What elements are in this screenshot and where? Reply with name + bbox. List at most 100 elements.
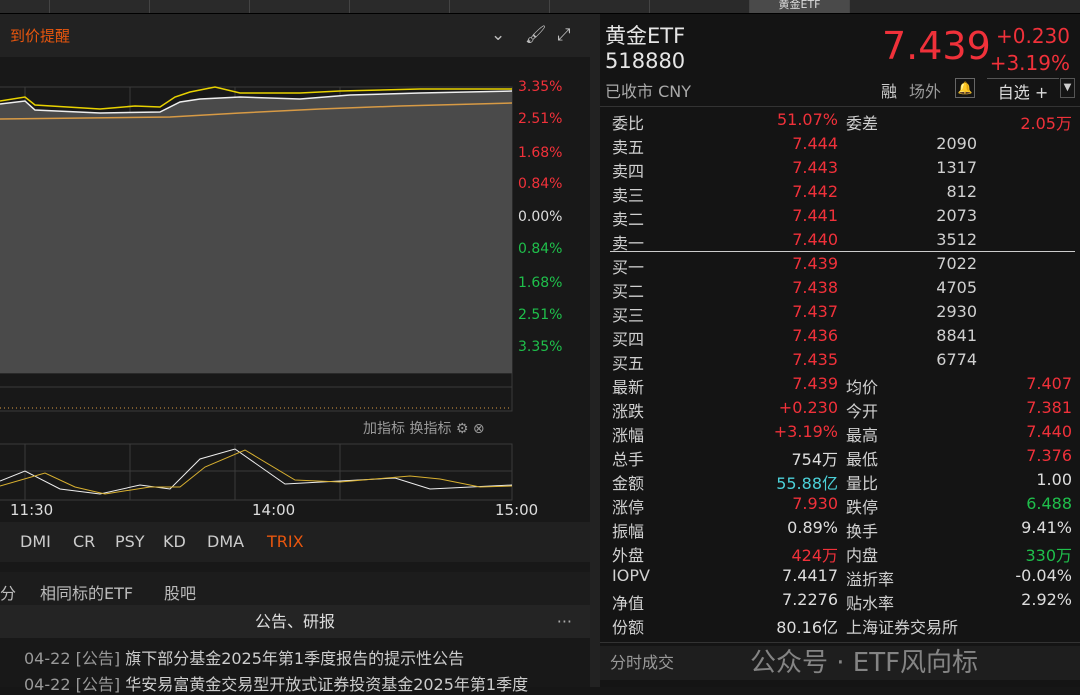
- stat-value: 80.16亿: [776, 618, 838, 637]
- stat-value: +0.230: [778, 398, 838, 417]
- stat-label: IOPV: [612, 566, 650, 585]
- tab-active[interactable]: 黄金ETF: [750, 0, 850, 13]
- close-icon[interactable]: ⊗: [472, 421, 485, 437]
- level-price: 7.443: [792, 158, 838, 177]
- tab-psy[interactable]: PSY: [115, 532, 145, 551]
- pct-tick: 0.84%: [518, 176, 563, 192]
- stat-label: 最高: [846, 426, 879, 445]
- brush-icon[interactable]: 🖌: [525, 25, 547, 45]
- bid-row[interactable]: 买一 7.439 7022: [612, 252, 1072, 277]
- ask-row[interactable]: 卖二 7.441 2073: [612, 204, 1072, 229]
- tab-trix[interactable]: TRIX: [267, 532, 304, 551]
- indicator-tools: 加指标 换指标 ⚙ ⊗: [363, 418, 485, 438]
- stat-value: +3.19%: [773, 422, 838, 441]
- bid-row[interactable]: 买五 7.435 6774: [612, 348, 1072, 373]
- stat-label: 涨幅: [612, 426, 645, 445]
- stat-value: 9.41%: [1021, 518, 1072, 537]
- stat-label: 涨跌: [612, 402, 645, 421]
- stat-label: 内盘: [846, 546, 879, 565]
- avg-line: [0, 102, 513, 120]
- level-label: 卖一: [612, 234, 645, 253]
- stat-row: 净值 7.2276 贴水率 2.92%: [612, 588, 1072, 613]
- ask-row[interactable]: 卖一 7.440 3512: [612, 228, 1072, 253]
- tab-kd[interactable]: KD: [163, 532, 186, 551]
- chart-panel: 到价提醒 ⌄ 🖌 ⤢ 3.35% 2.51% 1.68% 0.84% 0.00%…: [0, 14, 590, 694]
- stat-value: 424万: [791, 546, 838, 565]
- pct-tick: 1.68%: [518, 145, 563, 161]
- level-price: 7.440: [792, 230, 838, 249]
- pct-tick: 3.35%: [518, 339, 563, 355]
- ask-row[interactable]: 卖五 7.444 2090: [612, 132, 1072, 157]
- stat-row: 涨幅 +3.19% 最高 7.440: [612, 420, 1072, 445]
- tab-fen[interactable]: 分: [0, 584, 17, 603]
- switch-indicator-button[interactable]: 换指标: [409, 421, 452, 437]
- level-price: 7.441: [792, 206, 838, 225]
- otc-label[interactable]: 场外: [909, 82, 942, 101]
- stat-row: 总手 754万 最低 7.376: [612, 444, 1072, 469]
- tab[interactable]: [50, 0, 150, 13]
- stat-label: 份额: [612, 618, 645, 637]
- tab[interactable]: [350, 0, 450, 13]
- tab-same-etf[interactable]: 相同标的ETF: [40, 584, 134, 603]
- stat-label: 外盘: [612, 546, 645, 565]
- stat-value: 754万: [791, 450, 838, 469]
- announcement-item[interactable]: 04-22 [公告] 旗下部分基金2025年第1季度报告的提示性公告: [24, 649, 465, 668]
- gear-icon[interactable]: ⚙: [455, 421, 469, 437]
- price-change-pct: +3.19%: [989, 51, 1070, 75]
- stat-label: 最低: [846, 450, 879, 469]
- tab[interactable]: [0, 0, 50, 13]
- level-volume: 2090: [936, 134, 977, 153]
- stat-label: 溢折率: [846, 570, 895, 589]
- more-icon[interactable]: ···: [556, 612, 572, 631]
- stat-row: 份额 80.16亿 上海证券交易所: [612, 612, 1072, 637]
- ask-row[interactable]: 卖四 7.443 1317: [612, 156, 1072, 181]
- pct-tick: 2.51%: [518, 111, 563, 127]
- bottom-tabs: 分 相同标的ETF 股吧: [0, 572, 590, 605]
- level-volume: 7022: [936, 254, 977, 273]
- level-price: 7.437: [792, 302, 838, 321]
- quote-panel: 黄金ETF 518880 已收市 CNY 7.439 +0.230 +3.19%…: [600, 14, 1080, 687]
- stat-label: 今开: [846, 402, 879, 421]
- stat-value: 0.89%: [787, 518, 838, 537]
- dropdown-icon[interactable]: ▼: [1060, 78, 1075, 98]
- watermark: 公众号 · ETF风向标: [750, 648, 979, 678]
- scrollbar[interactable]: [590, 14, 600, 687]
- tab-dmi[interactable]: DMI: [20, 532, 51, 551]
- level-volume: 6774: [936, 350, 977, 369]
- stat-value: 7.440: [1026, 422, 1072, 441]
- level-volume: 2073: [936, 206, 977, 225]
- wei-row: 委比 51.07% 委差 2.05万: [612, 110, 1072, 133]
- ask-row[interactable]: 卖三 7.442 812: [612, 180, 1072, 205]
- tab[interactable]: [650, 0, 750, 13]
- level-label: 买三: [612, 306, 645, 325]
- trix-line: [0, 448, 513, 495]
- tab[interactable]: [550, 0, 650, 13]
- yellow-line: [0, 86, 512, 110]
- bid-row[interactable]: 买三 7.437 2930: [612, 300, 1072, 325]
- tab-guba[interactable]: 股吧: [164, 584, 197, 603]
- level-price: 7.442: [792, 182, 838, 201]
- stat-row: 最新 7.439 均价 7.407: [612, 372, 1072, 397]
- stat-row: 涨停 7.930 跌停 6.488: [612, 492, 1072, 517]
- bell-icon[interactable]: 🔔: [955, 78, 975, 98]
- price-alert-button[interactable]: 到价提醒: [10, 27, 71, 45]
- bid-row[interactable]: 买二 7.438 4705: [612, 276, 1072, 301]
- tab-cr[interactable]: CR: [73, 532, 96, 551]
- level-volume: 1317: [936, 158, 977, 177]
- bid-row[interactable]: 买四 7.436 8841: [612, 324, 1072, 349]
- tab[interactable]: [450, 0, 550, 13]
- tab[interactable]: [150, 0, 250, 13]
- trades-tab[interactable]: 分时成交: [600, 646, 1080, 680]
- announcement-item[interactable]: 04-22 [公告] 华安易富黄金交易型开放式证券投资基金2025年第1季度: [24, 675, 529, 694]
- circle-chevron-down-icon[interactable]: ⌄: [491, 25, 506, 45]
- watchlist-add-button[interactable]: 自选 +: [987, 78, 1059, 102]
- stat-value: 2.92%: [1021, 590, 1072, 609]
- tab-dma[interactable]: DMA: [207, 532, 245, 551]
- pct-tick: 1.68%: [518, 275, 563, 291]
- expand-icon[interactable]: ⤢: [557, 25, 571, 45]
- add-indicator-button[interactable]: 加指标: [363, 421, 405, 437]
- time-tick: 11:30: [10, 501, 54, 519]
- level-label: 买四: [612, 330, 645, 349]
- trix-signal-line: [0, 449, 513, 495]
- tab[interactable]: [250, 0, 350, 13]
